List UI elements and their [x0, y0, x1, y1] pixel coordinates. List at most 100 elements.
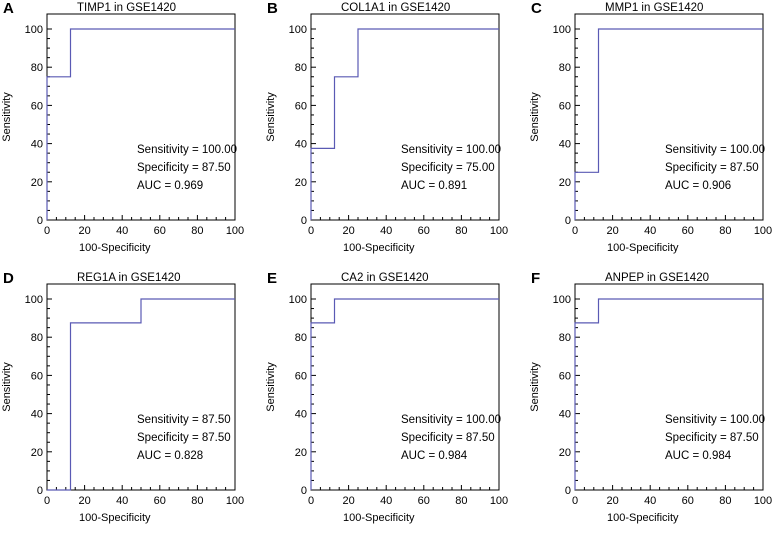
- panel-letter: A: [3, 0, 14, 17]
- x-tick-label: 40: [644, 225, 656, 237]
- roc-panel-b: B COL1A1 in GSE1420 0 20 40 60 80 100 0 20 40 60 80 1…: [265, 0, 508, 254]
- y-tick-label: 80: [31, 332, 43, 344]
- x-tick-label: 60: [418, 495, 430, 507]
- x-tick-label: 40: [380, 225, 392, 237]
- stat-annotation: AUC = 0.828: [137, 450, 203, 462]
- y-tick-label: 40: [295, 409, 307, 421]
- stat-annotation: Specificity = 87.50: [401, 432, 495, 444]
- x-tick-label: 100: [754, 495, 772, 507]
- panel-letter: E: [267, 270, 277, 287]
- y-tick-label: 40: [559, 139, 571, 151]
- y-tick-label: 40: [295, 139, 307, 151]
- y-tick-label: 100: [289, 24, 307, 36]
- x-tick-label: 20: [606, 225, 618, 237]
- x-tick-label: 80: [455, 495, 467, 507]
- x-tick-label: 80: [719, 495, 731, 507]
- y-tick-label: 40: [31, 139, 43, 151]
- stat-annotation: Sensitivity = 100.00: [401, 144, 501, 156]
- roc-curve-line: [47, 298, 235, 491]
- panel-title: ANPEP in GSE1420: [605, 272, 709, 284]
- y-tick-label: 80: [559, 62, 571, 74]
- y-tick-label: 20: [559, 447, 571, 459]
- x-tick-label: 100: [226, 225, 244, 237]
- x-tick-label: 20: [342, 495, 354, 507]
- stat-annotation: Sensitivity = 100.00: [137, 144, 237, 156]
- y-tick-label: 60: [559, 370, 571, 382]
- x-axis-label: 100-Specificity: [607, 512, 679, 524]
- y-tick-label: 100: [25, 24, 43, 36]
- roc-curve-line: [310, 298, 499, 490]
- y-tick-label: 0: [301, 485, 307, 497]
- x-tick-label: 60: [154, 225, 166, 237]
- panel-title: REG1A in GSE1420: [77, 272, 181, 284]
- y-tick-label: 20: [295, 177, 307, 189]
- y-tick-label: 100: [25, 294, 43, 306]
- stat-annotation: AUC = 0.969: [137, 180, 203, 192]
- y-tick-label: 20: [559, 177, 571, 189]
- x-tick-label: 0: [572, 225, 578, 237]
- y-axis-label: Sensitivity: [1, 362, 13, 412]
- stat-annotation: Specificity = 87.50: [137, 432, 231, 444]
- x-axis-label: 100-Specificity: [343, 242, 415, 254]
- x-tick-label: 0: [44, 495, 50, 507]
- x-tick-label: 0: [44, 225, 50, 237]
- panel-title: COL1A1 in GSE1420: [341, 2, 450, 14]
- x-axis-label: 100-Specificity: [79, 242, 151, 254]
- panel-letter: C: [531, 0, 542, 17]
- y-axis-label: Sensitivity: [529, 92, 541, 142]
- y-axis-label: Sensitivity: [265, 362, 277, 412]
- x-tick-label: 60: [682, 495, 694, 507]
- stat-annotation: Sensitivity = 100.00: [665, 414, 765, 426]
- y-tick-label: 60: [31, 370, 43, 382]
- y-tick-label: 60: [559, 100, 571, 112]
- x-tick-label: 80: [455, 225, 467, 237]
- roc-panel-d: D REG1A in GSE1420 0 20 40 60 80 100 0 20 40 60 80 10…: [1, 270, 244, 524]
- roc-panel-e: E CA2 in GSE1420 0 20 40 60 80 100 0 20 40 60 80 100 1…: [265, 270, 508, 524]
- x-tick-label: 100: [490, 495, 508, 507]
- y-tick-label: 80: [295, 332, 307, 344]
- y-tick-label: 0: [565, 215, 571, 227]
- y-tick-label: 60: [31, 100, 43, 112]
- y-tick-label: 80: [559, 332, 571, 344]
- y-tick-label: 20: [31, 177, 43, 189]
- x-tick-label: 0: [572, 495, 578, 507]
- y-tick-label: 80: [295, 62, 307, 74]
- stat-annotation: AUC = 0.906: [665, 180, 731, 192]
- roc-curve-line: [310, 28, 499, 220]
- x-tick-label: 0: [308, 495, 314, 507]
- y-axis-label: Sensitivity: [529, 362, 541, 412]
- x-tick-label: 20: [78, 495, 90, 507]
- y-tick-label: 60: [295, 100, 307, 112]
- y-axis-label: Sensitivity: [1, 92, 13, 142]
- panel-title: CA2 in GSE1420: [341, 272, 429, 284]
- y-tick-label: 0: [301, 215, 307, 227]
- panel-title: MMP1 in GSE1420: [605, 2, 703, 14]
- x-tick-label: 80: [191, 495, 203, 507]
- y-tick-label: 0: [565, 485, 571, 497]
- y-tick-label: 40: [559, 409, 571, 421]
- stat-annotation: Sensitivity = 87.50: [137, 414, 231, 426]
- y-tick-label: 80: [31, 62, 43, 74]
- y-axis-label: Sensitivity: [265, 92, 277, 142]
- x-tick-label: 0: [308, 225, 314, 237]
- panel-letter: D: [3, 270, 14, 287]
- x-tick-label: 20: [342, 225, 354, 237]
- x-tick-label: 80: [719, 225, 731, 237]
- roc-panel-c: C MMP1 in GSE1420 0 20 40 60 80 100 0 20 40 60 80 100…: [529, 0, 772, 254]
- y-tick-label: 100: [553, 294, 571, 306]
- panel-title: TIMP1 in GSE1420: [77, 2, 176, 14]
- roc-panel-f: F ANPEP in GSE1420 0 20 40 60 80 100 0 20 40 60 80 10…: [529, 270, 772, 524]
- stat-annotation: AUC = 0.984: [665, 450, 732, 462]
- x-axis-label: 100-Specificity: [343, 512, 415, 524]
- y-tick-label: 100: [553, 24, 571, 36]
- roc-curve-line: [574, 298, 763, 490]
- stat-annotation: Specificity = 87.50: [665, 162, 759, 174]
- y-tick-label: 20: [31, 447, 43, 459]
- stat-annotation: Sensitivity = 100.00: [665, 144, 765, 156]
- x-tick-label: 60: [682, 225, 694, 237]
- x-tick-label: 40: [116, 495, 128, 507]
- y-tick-label: 0: [37, 215, 43, 227]
- roc-curve-line: [574, 28, 763, 220]
- x-tick-label: 40: [644, 495, 656, 507]
